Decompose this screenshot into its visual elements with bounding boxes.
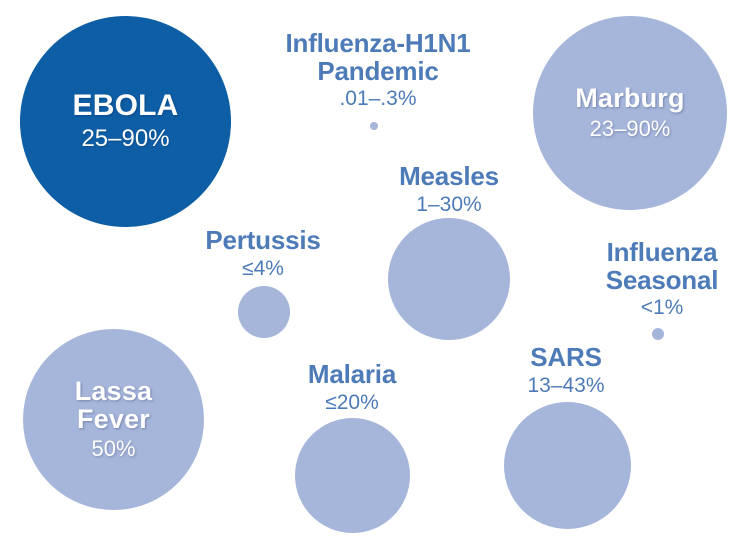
sars-rate: 13–43% [527, 373, 605, 397]
influenza-h1n1-bubble [370, 122, 378, 130]
measles-rate: 1–30% [416, 192, 482, 216]
influenza-seasonal-name-line2: Seasonal [605, 264, 719, 295]
influenza-h1n1-name-line1: Influenza-H1N1 [285, 28, 471, 58]
ebola-inside-label: EBOLA 25–90% [73, 90, 179, 152]
malaria-bubble [295, 418, 410, 533]
pertussis-bubble [238, 286, 290, 338]
malaria-name: Malaria [307, 359, 397, 389]
sars-bubble [504, 402, 631, 529]
pertussis-name: Pertussis [205, 225, 321, 255]
lassa-fever-name-line1: Lassa [74, 375, 153, 406]
marburg-name: Marburg [575, 83, 685, 114]
marburg-inside-label: Marburg 23–90% [575, 84, 684, 141]
sars-name: SARS [530, 342, 602, 372]
lassa-fever-inside-label: Lassa Fever 50% [75, 377, 153, 462]
influenza-seasonal-name: Influenza Seasonal [552, 237, 735, 295]
influenza-seasonal-label: Influenza Seasonal <1% [552, 237, 735, 320]
measles-name: Measles [399, 161, 499, 191]
lassa-fever-name: Lassa Fever [75, 377, 153, 433]
malaria-label: Malaria ≤20% [242, 359, 462, 415]
influenza-h1n1-label: Influenza-H1N1 Pandemic .01–.3% [268, 28, 488, 111]
influenza-h1n1-name-line2: Pandemic [317, 55, 439, 86]
influenza-seasonal-bubble [652, 328, 664, 340]
malaria-rate: ≤20% [325, 390, 379, 414]
lassa-fever-bubble: Lassa Fever 50% [23, 329, 204, 510]
influenza-seasonal-name-line1: Influenza [606, 237, 718, 267]
lassa-fever-name-line2: Fever [76, 404, 151, 434]
marburg-rate: 23–90% [589, 115, 671, 141]
pertussis-rate: ≤4% [242, 256, 284, 280]
influenza-seasonal-rate: <1% [640, 296, 684, 320]
influenza-h1n1-rate: .01–.3% [339, 87, 417, 111]
ebola-bubble: EBOLA 25–90% [20, 16, 231, 227]
sars-label: SARS 13–43% [456, 342, 676, 398]
lassa-fever-rate: 50% [91, 436, 136, 462]
influenza-h1n1-name: Influenza-H1N1 Pandemic [268, 28, 488, 86]
measles-bubble [388, 218, 510, 340]
measles-label: Measles 1–30% [339, 161, 559, 217]
marburg-bubble: Marburg 23–90% [533, 16, 727, 210]
pertussis-label: Pertussis ≤4% [153, 225, 373, 281]
ebola-rate: 25–90% [81, 124, 170, 152]
ebola-name: EBOLA [72, 89, 179, 123]
